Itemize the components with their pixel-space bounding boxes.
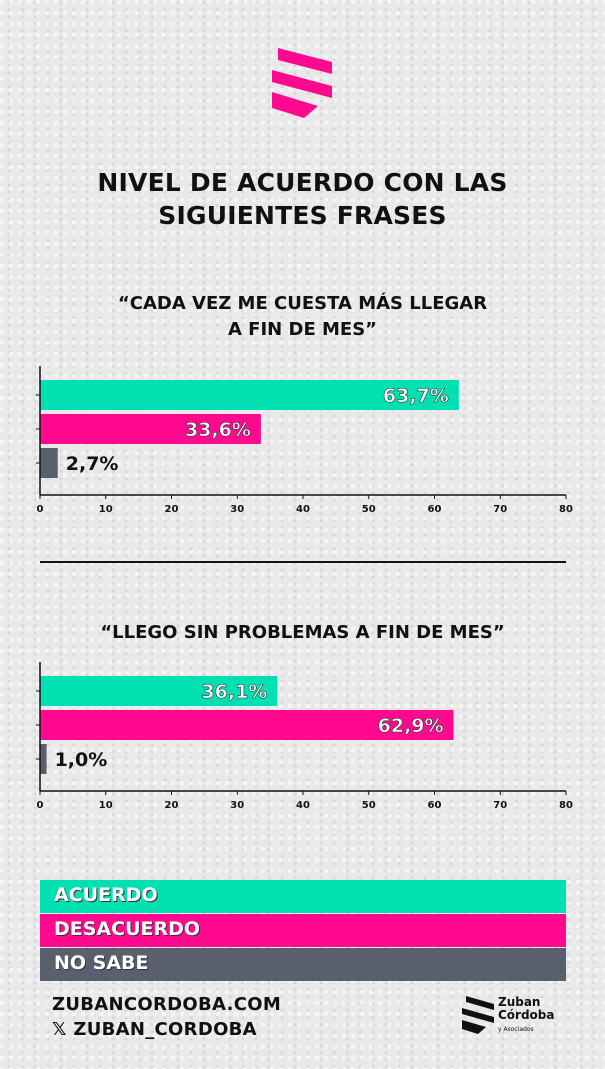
brand-mark-icon: [462, 996, 494, 1034]
chart-1-xtick-label-20: 20: [165, 504, 179, 515]
chart-1-xtick-label-0: 0: [37, 504, 44, 515]
legend-nosabe: NO SABE: [40, 948, 566, 981]
chart-2-svg: 36,1% 62,9% 1,0% 0 10 20 30 40 50 60 70 80: [36, 662, 573, 811]
chart1-title: “CADA VEZ ME CUESTA MÁS LLEGAR A FIN DE …: [117, 293, 488, 340]
chart-1: 63,7% 33,6% 2,7% 0 10 20 30 40 50 60 70 80: [0, 360, 605, 520]
chart-2-xtick-label-60: 60: [428, 800, 442, 811]
chart-2-label-desacuerdo: 62,9%: [378, 715, 444, 737]
chart-2-xtick-label-80: 80: [559, 800, 573, 811]
chart-2-label-acuerdo: 36,1%: [201, 681, 267, 703]
chart-2: 36,1% 62,9% 1,0% 0 10 20 30 40 50 60 70 80: [0, 656, 605, 816]
chart-2-xtick-label-20: 20: [165, 800, 179, 811]
chart-2-xtick-label-0: 0: [37, 800, 44, 811]
chart-1-label-acuerdo: 63,7%: [383, 385, 449, 407]
chart-2-xtick-label-40: 40: [296, 800, 310, 811]
divider: [40, 561, 566, 563]
chart-2-bar-desacuerdo: [40, 710, 454, 740]
chart-2-xtick-label-50: 50: [362, 800, 376, 811]
brand-name: Zuban Córdoba: [498, 995, 555, 1022]
chart-2-xtick-label-10: 10: [99, 800, 113, 811]
legend-acuerdo: ACUERDO: [40, 880, 566, 913]
chart-1-bar-nosabe: [40, 448, 58, 478]
legend-nosabe-label: NO SABE: [54, 952, 149, 974]
chart-1-xtick-label-70: 70: [493, 504, 507, 515]
chart-1-label-desacuerdo: 33,6%: [185, 419, 251, 441]
legend-desacuerdo: DESACUERDO: [40, 914, 566, 947]
logo-icon: [272, 48, 332, 118]
brand-subtitle: y Asociados: [498, 1026, 534, 1033]
chart-2-bar-acuerdo: [40, 676, 278, 706]
chart-2-bar-nosabe: [40, 744, 47, 774]
legend-acuerdo-label: ACUERDO: [54, 884, 158, 906]
chart-1-xtick-label-60: 60: [428, 504, 442, 515]
website-link[interactable]: ZUBANCORDOBA.COM: [52, 994, 282, 1015]
brand-logo: Zuban Córdoba y Asociados: [462, 996, 562, 1040]
page-title: NIVEL DE ACUERDO CON LAS SIGUIENTES FRAS…: [97, 168, 508, 230]
social-handle[interactable]: 𝕏 ZUBAN_CORDOBA: [52, 1019, 257, 1040]
chart-2-xtick-label-30: 30: [230, 800, 244, 811]
legend-desacuerdo-label: DESACUERDO: [54, 918, 201, 940]
chart-1-svg: 63,7% 33,6% 2,7% 0 10 20 30 40 50 60 70 80: [36, 366, 573, 515]
chart-1-bar-desacuerdo: [40, 414, 261, 444]
chart-1-label-nosabe: 2,7%: [66, 453, 119, 475]
chart-1-xtick-label-40: 40: [296, 504, 310, 515]
chart-1-xtick-label-50: 50: [362, 504, 376, 515]
chart-2-label-nosabe: 1,0%: [55, 749, 108, 771]
chart-1-xtick-label-30: 30: [230, 504, 244, 515]
chart-2-xtick-label-70: 70: [493, 800, 507, 811]
chart-1-bar-acuerdo: [40, 380, 459, 410]
chart-1-xtick-label-80: 80: [559, 504, 573, 515]
chart2-title: “LLEGO SIN PROBLEMAS A FIN DE MES”: [100, 622, 505, 643]
chart-1-xtick-label-10: 10: [99, 504, 113, 515]
